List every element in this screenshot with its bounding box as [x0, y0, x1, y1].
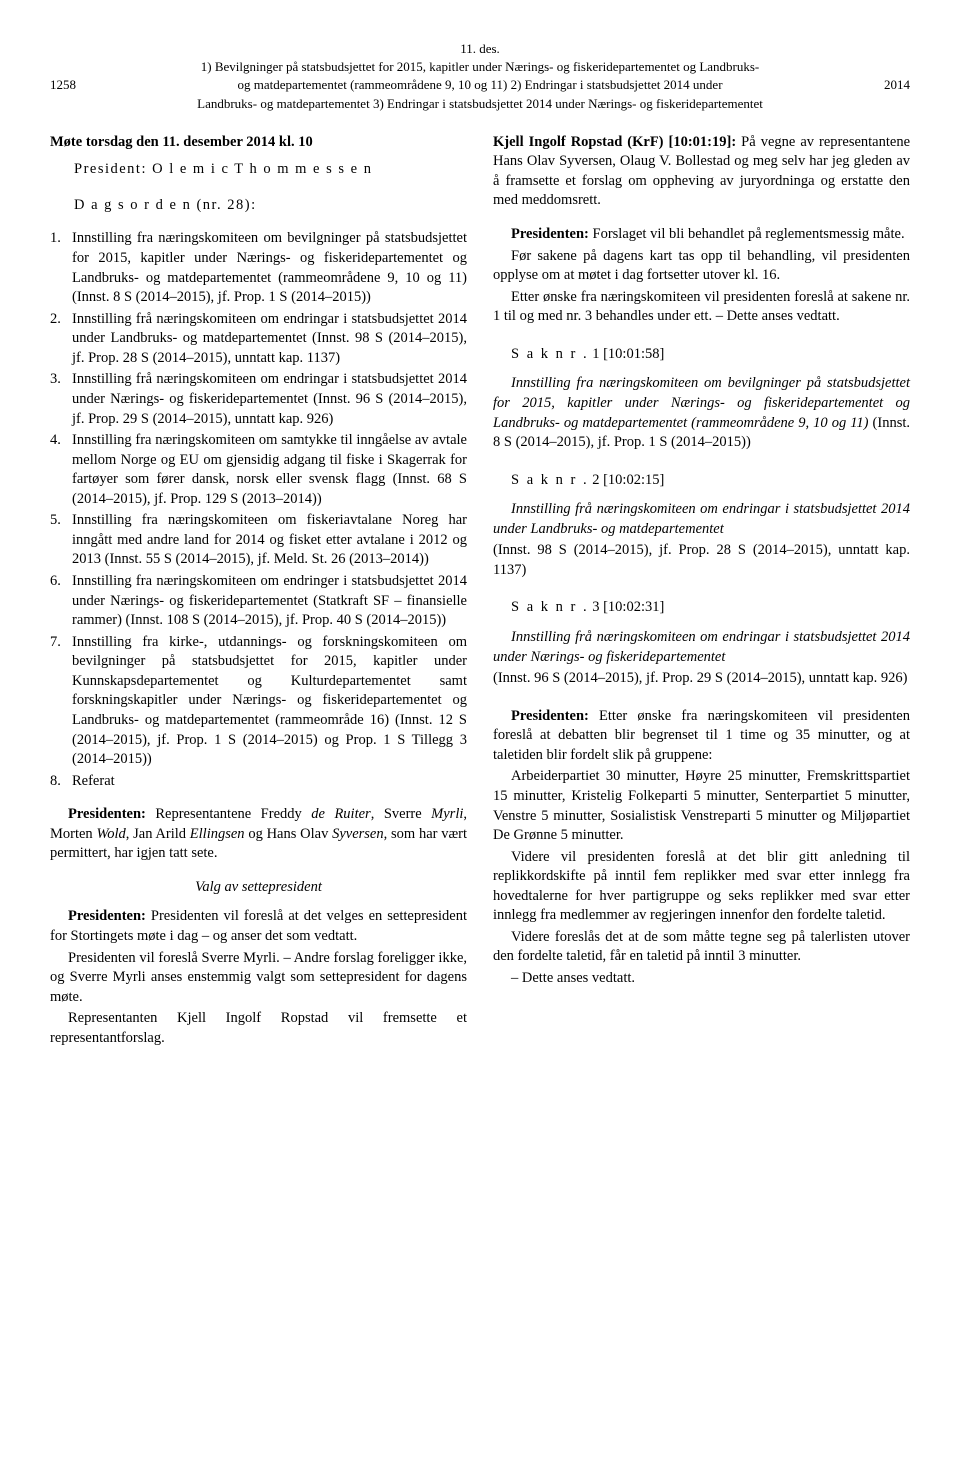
presidenten-label: Presidenten:: [68, 806, 146, 822]
agenda-item: 2.Innstilling frå næringskomiteen om end…: [50, 310, 467, 369]
content-columns: Møte torsdag den 11. desember 2014 kl. 1…: [50, 133, 910, 1051]
agenda-text: Referat: [72, 772, 467, 792]
sak-2-text-2: (Innst. 98 S (2014–2015), jf. Prop. 28 S…: [493, 541, 910, 580]
agenda-item: 6.Innstilling fra næringskomiteen om end…: [50, 572, 467, 631]
meeting-title: Møte torsdag den 11. desember 2014 kl. 1…: [50, 133, 467, 153]
rep-name: Ellingsen: [190, 826, 245, 842]
header-date: 11. des.: [50, 40, 910, 58]
sak-2-heading: S a k n r . 2 [10:02:15]: [493, 471, 910, 491]
agenda-num: 1.: [50, 229, 72, 307]
header-title-2: og matdepartementet (rammeområdene 9, 10…: [100, 76, 860, 94]
agenda-num: 5.: [50, 511, 72, 570]
agenda-text: Innstilling fra næringskomiteen om samty…: [72, 431, 467, 509]
rep-name: de Ruiter: [311, 806, 370, 822]
agenda-text: Innstilling fra næringskomiteen om fiske…: [72, 511, 467, 570]
valg-p3: Representanten Kjell Ingolf Ropstad vil …: [50, 1009, 467, 1048]
agenda-text: Innstilling frå næringskomiteen om endri…: [72, 370, 467, 429]
pres2-p4: Videre foreslås det at de som måtte tegn…: [493, 928, 910, 967]
sak-3-text-2: (Innst. 96 S (2014–2015), jf. Prop. 29 S…: [493, 669, 910, 689]
dagsorden-label: D a g s o r d e n (nr. 28):: [74, 196, 467, 216]
page-header: 11. des. 1) Bevilgninger på statsbudsjet…: [50, 40, 910, 113]
ropstad-speech: Kjell Ingolf Ropstad (KrF) [10:01:19]: P…: [493, 133, 910, 211]
sak-3-num: 3 [10:02:31]: [589, 599, 665, 615]
agenda-num: 2.: [50, 310, 72, 369]
right-column: Kjell Ingolf Ropstad (KrF) [10:01:19]: P…: [493, 133, 910, 1051]
pres-p1: Presidenten: Forslaget vil bli behandlet…: [493, 225, 910, 245]
left-column: Møte torsdag den 11. desember 2014 kl. 1…: [50, 133, 467, 1051]
sak-3-text-1: Innstilling frå næringskomiteen om endri…: [493, 628, 910, 667]
header-title-3: Landbruks- og matdepartementet 3) Endrin…: [50, 95, 910, 113]
sak-2-num: 2 [10:02:15]: [589, 472, 665, 488]
agenda-num: 6.: [50, 572, 72, 631]
agenda-text: Innstilling frå næringskomiteen om endri…: [72, 310, 467, 369]
pres-p3: Etter ønske fra næringskomiteen vil pres…: [493, 288, 910, 327]
agenda-item: 4.Innstilling fra næringskomiteen om sam…: [50, 431, 467, 509]
presidenten-label: Presidenten:: [68, 908, 146, 924]
valg-p1: Presidenten: Presidenten vil foreslå at …: [50, 907, 467, 946]
page: 11. des. 1) Bevilgninger på statsbudsjet…: [0, 0, 960, 1100]
sak-1-heading: S a k n r . 1 [10:01:58]: [493, 345, 910, 365]
sak-2-text-1: Innstilling frå næringskomiteen om endri…: [493, 500, 910, 539]
agenda-item: 1.Innstilling fra næringskomiteen om bev…: [50, 229, 467, 307]
presidenten-label: Presidenten:: [511, 226, 589, 242]
agenda-num: 3.: [50, 370, 72, 429]
sak-1-num: 1 [10:01:58]: [589, 346, 665, 362]
valg-title: Valg av settepresident: [50, 878, 467, 898]
agenda-item: 3.Innstilling frå næringskomiteen om end…: [50, 370, 467, 429]
rep-name: Syversen: [332, 826, 384, 842]
rep-name: Myrli: [431, 806, 463, 822]
header-year: 2014: [860, 76, 910, 94]
pres2-p1: Presidenten: Etter ønske fra næringskomi…: [493, 707, 910, 766]
reps-text: Representantene Freddy: [146, 806, 311, 822]
valg-p2: Presidenten vil foreslå Sverre Myrli. – …: [50, 949, 467, 1008]
presidenten-label: Presidenten:: [511, 708, 589, 724]
page-number: 1258: [50, 76, 100, 94]
agenda-num: 7.: [50, 633, 72, 770]
agenda-num: 8.: [50, 772, 72, 792]
agenda-item: 8.Referat: [50, 772, 467, 792]
agenda-text: Innstilling fra næringskomiteen om bevil…: [72, 229, 467, 307]
agenda-num: 4.: [50, 431, 72, 509]
sak-1-text: Innstilling fra næringskomiteen om bevil…: [493, 374, 910, 452]
pres2-p5: – Dette anses vedtatt.: [493, 969, 910, 989]
agenda-item: 5.Innstilling fra næringskomiteen om fis…: [50, 511, 467, 570]
presidenten-reps: Presidenten: Representantene Freddy de R…: [50, 805, 467, 864]
agenda-text: Innstilling fra næringskomiteen om endri…: [72, 572, 467, 631]
header-line-2: 1258 og matdepartementet (rammeområdene …: [50, 76, 910, 94]
rep-name: Wold: [96, 826, 125, 842]
sak-3-heading: S a k n r . 3 [10:02:31]: [493, 598, 910, 618]
agenda-item: 7.Innstilling fra kirke-, utdannings- og…: [50, 633, 467, 770]
speaker-label: Kjell Ingolf Ropstad (KrF) [10:01:19]:: [493, 134, 736, 150]
pres2-p3: Videre vil presidenten foreslå at det bl…: [493, 848, 910, 926]
pres-p2: Før sakene på dagens kart tas opp til be…: [493, 247, 910, 286]
pres2-p2: Arbeiderpartiet 30 minutter, Høyre 25 mi…: [493, 767, 910, 845]
president-line: President: O l e m i c T h o m m e s s e…: [74, 160, 467, 180]
agenda-text: Innstilling fra kirke-, utdannings- og f…: [72, 633, 467, 770]
header-title-1: 1) Bevilgninger på statsbudsjettet for 2…: [50, 58, 910, 76]
